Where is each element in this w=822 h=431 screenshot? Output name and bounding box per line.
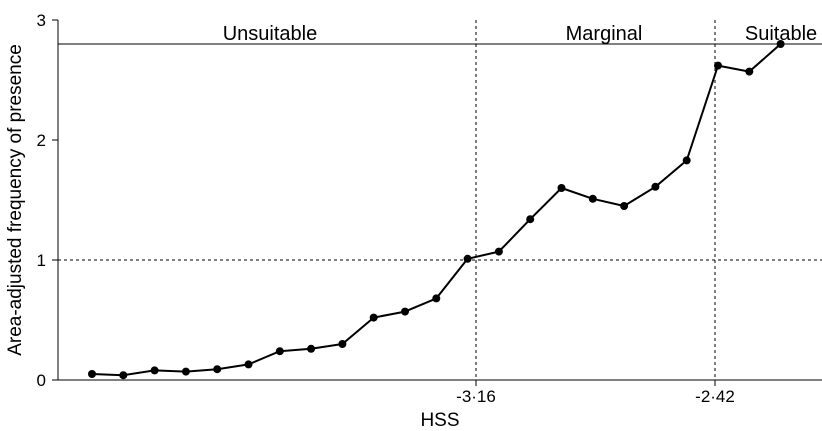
- data-point: [119, 371, 128, 380]
- data-point: [401, 307, 409, 316]
- data-point: [369, 313, 378, 322]
- zone-label: Suitable: [745, 23, 817, 45]
- zone-label: Marginal: [566, 23, 643, 45]
- data-point: [275, 347, 284, 356]
- data-point: [432, 294, 441, 303]
- data-point: [776, 40, 785, 48]
- y-axis-label: Area-adjusted frequency of presence: [5, 44, 26, 356]
- x-ticks: -3·16 -2·42: [456, 380, 735, 406]
- data-point: [213, 365, 222, 374]
- axes: [57, 20, 822, 381]
- data-point: [150, 366, 159, 375]
- zone-labels: Unsuitable Marginal Suitable: [223, 23, 817, 45]
- data-point: [526, 215, 535, 224]
- x-tick-label: -3·16: [456, 387, 496, 406]
- data-point: [88, 370, 96, 378]
- x-tick-label: -2·42: [695, 387, 735, 406]
- data-point: [338, 340, 347, 348]
- data-point: [714, 61, 722, 70]
- y-tick-label: 3: [37, 11, 46, 30]
- data-point: [651, 182, 660, 191]
- data-point: [307, 344, 316, 353]
- data-point: [745, 67, 754, 76]
- data-point: [463, 254, 472, 263]
- zone-label: Unsuitable: [223, 23, 318, 45]
- y-tick-label: 0: [37, 371, 46, 390]
- data-point: [244, 360, 253, 369]
- y-tick-label: 1: [37, 251, 46, 270]
- data-point: [557, 184, 566, 192]
- data-point: [682, 156, 691, 165]
- y-tick-label: 2: [37, 131, 46, 150]
- series-line: [91, 43, 782, 377]
- reference-lines: [58, 20, 822, 380]
- data-point: [181, 367, 190, 376]
- data-point: [620, 202, 629, 210]
- series-group: [88, 40, 785, 380]
- data-point: [494, 247, 503, 256]
- x-axis-label: HSS: [420, 410, 459, 431]
- y-ticks: 0 1 2 3: [37, 11, 58, 390]
- data-point: [588, 194, 597, 203]
